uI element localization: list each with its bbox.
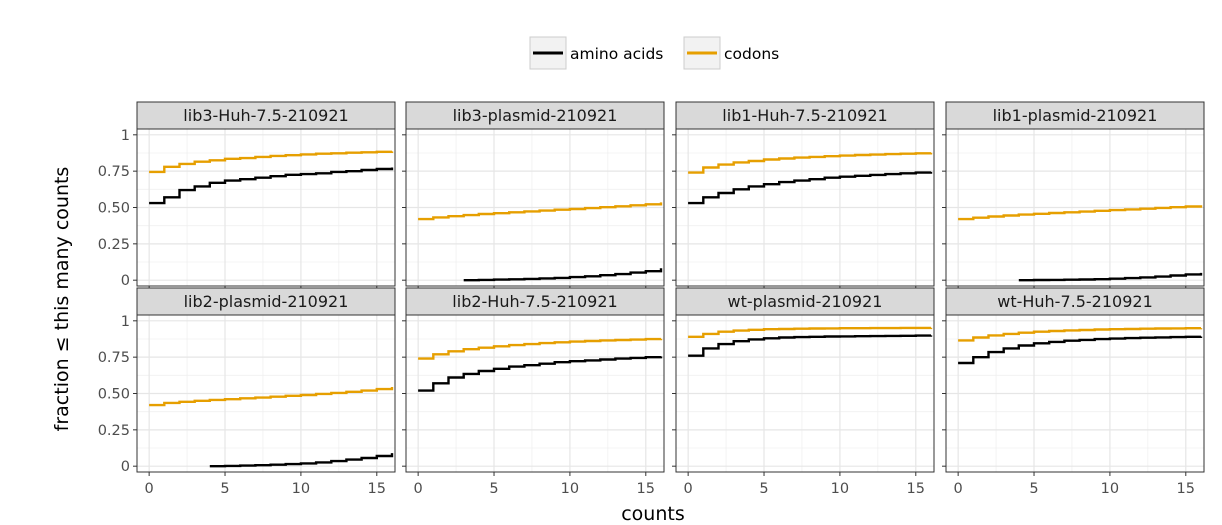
facet-strip bbox=[136, 287, 396, 316]
x-tick-label: 10 bbox=[292, 481, 310, 497]
x-tick-label: 10 bbox=[831, 481, 849, 497]
y-tick-label: 0.25 bbox=[98, 423, 130, 439]
x-tick-label: 0 bbox=[684, 481, 693, 497]
y-tick-label: 0 bbox=[121, 459, 130, 475]
facet-title: lib2-Huh-7.5-210921 bbox=[452, 292, 617, 311]
facet-title: lib3-plasmid-210921 bbox=[453, 106, 618, 125]
series-line-codons bbox=[149, 387, 394, 407]
y-tick-label: 0.50 bbox=[98, 387, 130, 403]
x-tick-label: 0 bbox=[414, 481, 423, 497]
series-line-codons bbox=[688, 152, 933, 174]
facet-panel-2: lib3-plasmid-210921 bbox=[402, 101, 665, 290]
legend-label-codons: codons bbox=[724, 45, 779, 63]
series-line-codons bbox=[418, 202, 663, 221]
series-line-amino_acids bbox=[958, 335, 1203, 365]
facet-strip bbox=[405, 287, 665, 316]
x-tick-label: 0 bbox=[145, 481, 154, 497]
facet-title: lib1-Huh-7.5-210921 bbox=[722, 106, 887, 125]
x-tick-label: 5 bbox=[489, 481, 498, 497]
y-tick-label: 0.25 bbox=[98, 237, 130, 253]
series-line-amino_acids bbox=[418, 356, 663, 392]
facet-title: wt-plasmid-210921 bbox=[728, 292, 883, 311]
facet-panel-1: lib3-Huh-7.5-210921 0 0.25 0.50 0.75 1 bbox=[98, 101, 396, 290]
y-axis-title: fraction ≤ this many counts bbox=[51, 167, 73, 432]
series-line-amino_acids bbox=[1018, 272, 1203, 282]
series-line-codons bbox=[418, 337, 663, 360]
facet-panel-3: lib1-Huh-7.5-210921 bbox=[672, 101, 935, 290]
facet-panel-7: wt-plasmid-210921 0 5 10 15 bbox=[672, 287, 935, 497]
facet-strip bbox=[945, 101, 1205, 130]
x-axis-title: counts bbox=[621, 503, 685, 525]
series-line-codons bbox=[958, 327, 1203, 342]
facet-panel-8: wt-Huh-7.5-210921 0 5 10 15 bbox=[942, 287, 1205, 497]
x-tick-label: 15 bbox=[907, 481, 925, 497]
y-tick-label: 0 bbox=[121, 273, 130, 289]
series-line-codons bbox=[688, 326, 933, 338]
x-tick-label: 5 bbox=[1029, 481, 1038, 497]
x-tick-label: 5 bbox=[759, 481, 768, 497]
x-tick-label: 15 bbox=[1177, 481, 1195, 497]
legend-label-amino_acids: amino acids bbox=[570, 45, 663, 63]
x-tick-label: 5 bbox=[220, 481, 229, 497]
facet-panels: lib3-Huh-7.5-210921 0 0.25 0.50 0.75 1 lib3-pl… bbox=[98, 101, 1205, 497]
series-line-amino_acids bbox=[463, 268, 663, 282]
y-tick-label: 0.75 bbox=[98, 350, 130, 366]
facet-strip bbox=[675, 101, 935, 130]
y-tick-label: 1 bbox=[121, 314, 130, 330]
y-tick-label: 0.50 bbox=[98, 201, 130, 217]
x-tick-label: 15 bbox=[637, 481, 655, 497]
series-line-amino_acids bbox=[688, 334, 933, 357]
facet-title: lib3-Huh-7.5-210921 bbox=[183, 106, 348, 125]
x-tick-label: 15 bbox=[368, 481, 386, 497]
series-line-amino_acids bbox=[209, 453, 394, 468]
facet-panel-6: lib2-Huh-7.5-210921 0 5 10 15 bbox=[402, 287, 665, 497]
y-tick-label: 0.75 bbox=[98, 164, 130, 180]
x-tick-label: 10 bbox=[561, 481, 579, 497]
series-line-codons bbox=[149, 150, 394, 174]
series-line-amino_acids bbox=[688, 171, 933, 205]
series-line-codons bbox=[958, 205, 1203, 221]
facet-panel-4: lib1-plasmid-210921 bbox=[942, 101, 1205, 290]
x-tick-label: 0 bbox=[954, 481, 963, 497]
facet-title: lib2-plasmid-210921 bbox=[184, 292, 349, 311]
facet-title: lib1-plasmid-210921 bbox=[993, 106, 1158, 125]
legend: amino acids codons bbox=[529, 36, 779, 70]
facet-title: wt-Huh-7.5-210921 bbox=[997, 292, 1153, 311]
x-tick-label: 10 bbox=[1101, 481, 1119, 497]
facet-strip bbox=[675, 287, 935, 316]
facet-strip bbox=[136, 101, 396, 130]
series-line-amino_acids bbox=[149, 167, 394, 205]
y-tick-label: 1 bbox=[121, 128, 130, 144]
